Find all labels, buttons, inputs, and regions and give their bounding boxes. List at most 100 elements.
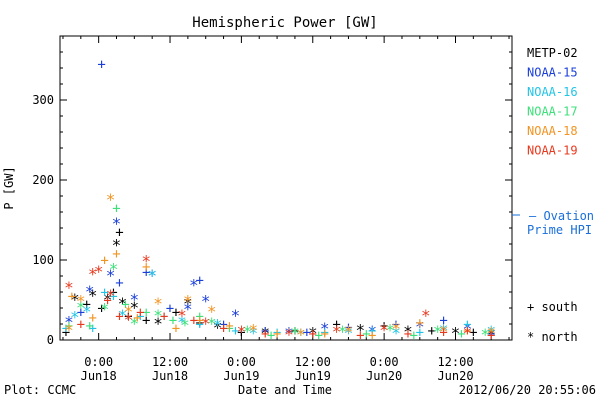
marker-legend-entry: + south xyxy=(527,300,578,314)
data-point: + xyxy=(314,328,322,344)
x-tick-label: 0:00 xyxy=(84,355,113,369)
data-point: + xyxy=(100,285,108,301)
data-point: + xyxy=(487,327,495,343)
data-point: * xyxy=(88,264,98,283)
data-point: + xyxy=(172,305,180,321)
data-point: + xyxy=(172,321,180,337)
data-point: * xyxy=(70,308,80,327)
marker-legend-entry: * north xyxy=(527,330,578,344)
data-point: + xyxy=(86,319,94,335)
data-point: + xyxy=(115,225,123,241)
x-tick-label: 12:00 xyxy=(152,355,188,369)
data-point: * xyxy=(296,325,306,344)
data-points: +* +*+*+*+*+*+ *+ *+ * + * + * + * + * + * + ** +*+**+*+*… xyxy=(62,57,496,344)
legend-entry: NOAA-15 xyxy=(527,66,578,80)
data-point: + xyxy=(142,265,150,281)
data-point: + xyxy=(368,328,376,344)
data-point: * xyxy=(70,290,80,309)
data-point: * xyxy=(344,322,354,341)
data-point: + xyxy=(160,309,168,325)
legend-entry: NOAA-17 xyxy=(527,105,578,119)
data-point: + xyxy=(416,325,424,341)
data-point: + xyxy=(83,297,91,313)
data-point: + xyxy=(166,301,174,317)
data-point: * xyxy=(153,314,163,333)
data-point: + xyxy=(88,311,96,327)
y-axis-label: P [GW] xyxy=(2,166,16,209)
data-point: + xyxy=(231,323,239,339)
y-axis: 0 100 200 300 xyxy=(32,35,512,347)
data-point: * xyxy=(207,302,217,321)
data-point: + xyxy=(344,320,352,336)
data-point: * xyxy=(290,324,300,343)
x-tick-label: 12:00 xyxy=(295,355,331,369)
data-point: * xyxy=(130,314,140,333)
plot-frame xyxy=(59,35,513,341)
data-point: + xyxy=(142,305,150,321)
data-point: * xyxy=(64,312,74,331)
footer-left: Plot: CCMC xyxy=(4,383,76,397)
data-point: + xyxy=(124,309,132,325)
x-tick-label: Jun18 xyxy=(81,369,117,383)
data-point: * xyxy=(439,322,449,341)
data-point: * xyxy=(213,318,223,337)
data-point: + xyxy=(65,319,73,335)
data-point: * xyxy=(112,236,122,255)
legend-entry: NOAA-16 xyxy=(527,85,578,99)
data-point: * xyxy=(94,262,104,281)
data-point: + xyxy=(88,321,96,337)
data-point: * xyxy=(433,322,443,341)
data-point: * xyxy=(103,290,113,309)
data-point: * xyxy=(106,190,116,209)
data-point: * xyxy=(296,325,306,344)
data-point: * xyxy=(391,324,401,343)
data-point: + xyxy=(404,327,412,343)
data-point: + xyxy=(136,305,144,321)
data-point: + xyxy=(273,325,281,341)
data-point: * xyxy=(147,266,157,285)
data-point: * xyxy=(480,325,490,344)
data-point: * xyxy=(237,322,247,341)
y-tick-label: 100 xyxy=(32,253,54,267)
data-point: + xyxy=(160,309,168,325)
data-point: + xyxy=(196,313,204,329)
data-point: + xyxy=(416,315,424,331)
data-point: * xyxy=(260,324,270,343)
data-point: + xyxy=(142,313,150,329)
data-point: * xyxy=(109,260,119,279)
data-point: * xyxy=(248,324,258,343)
data-point: * xyxy=(183,294,193,313)
data-point: + xyxy=(196,273,204,289)
data-point: * xyxy=(82,302,92,321)
x-tick-label: 12:00 xyxy=(437,355,473,369)
data-point: + xyxy=(320,327,328,343)
data-point: * xyxy=(243,322,253,341)
data-point: * xyxy=(118,306,128,325)
data-point: * xyxy=(451,324,461,343)
data-point: + xyxy=(219,317,227,333)
y-tick-label: 300 xyxy=(32,93,54,107)
legend: METP-02 NOAA-15 NOAA-16 NOAA-17 NOAA-18 NOAA-… xyxy=(512,46,594,344)
data-point: + xyxy=(463,317,471,333)
data-point: + xyxy=(112,247,120,263)
data-point: * xyxy=(439,320,449,339)
data-point: + xyxy=(142,259,150,275)
data-point: * xyxy=(320,319,330,338)
data-point: * xyxy=(231,306,241,325)
data-point: * xyxy=(207,314,217,333)
data-point: + xyxy=(237,325,245,341)
data-point: + xyxy=(261,327,269,343)
data-point: + xyxy=(487,328,495,344)
data-point: * xyxy=(486,322,496,341)
data-point: * xyxy=(379,320,389,339)
data-point: + xyxy=(261,323,269,339)
data-point: + xyxy=(410,328,418,344)
data-point: * xyxy=(344,324,354,343)
data-point: * xyxy=(124,310,134,329)
x-tick-label: Jun19 xyxy=(295,369,331,383)
x-axis-label: Date and Time xyxy=(238,383,332,397)
data-point: + xyxy=(368,323,376,339)
data-point: + xyxy=(439,313,447,329)
data-point: + xyxy=(309,327,317,343)
data-point: + xyxy=(291,323,299,339)
